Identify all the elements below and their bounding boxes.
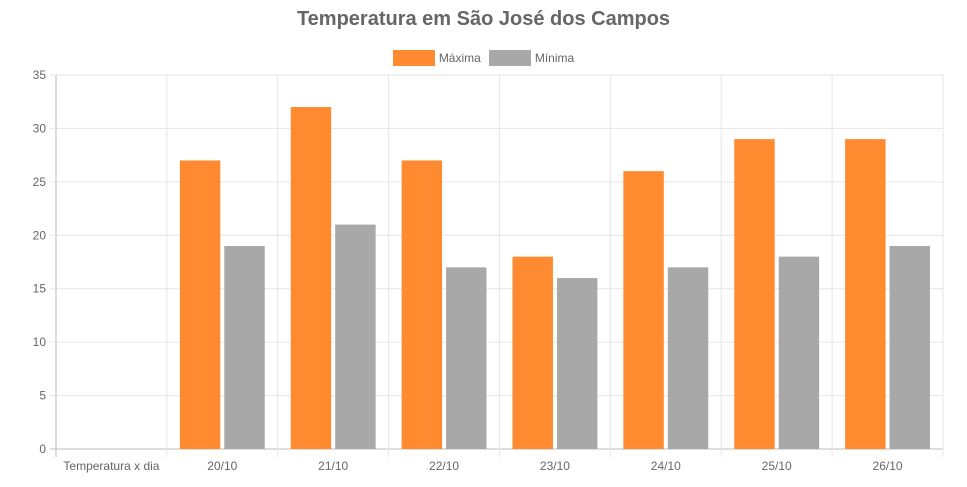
legend-label-minima: Mínima [534,51,575,65]
x-tick-label: 23/10 [540,459,570,473]
bar-maxima [179,160,221,449]
y-tick-label: 15 [33,282,47,296]
x-tick-label: 25/10 [762,459,792,473]
legend-item-minima[interactable]: Mínima [488,50,575,66]
x-tick-label: 22/10 [429,459,459,473]
bar-minima [335,224,376,449]
y-tick-label: 5 [39,389,46,403]
x-tick-label: 20/10 [207,459,237,473]
bar-minima [889,245,930,449]
y-tick-label: 10 [33,335,47,349]
bar-minima [224,245,265,449]
bar-maxima [512,256,553,449]
y-tick-label: 30 [33,121,47,135]
x-tick-label: 24/10 [651,459,681,473]
x-tick-label: 21/10 [318,459,348,473]
bar-maxima [845,139,886,449]
y-tick-label: 25 [33,175,47,189]
bar-maxima [623,171,664,449]
legend-swatch-minima [488,50,531,66]
bar-maxima [734,139,775,449]
bar-minima [778,256,820,449]
y-tick-label: 20 [33,228,47,242]
y-tick-label: 0 [39,442,46,456]
y-tick-label: 35 [33,68,47,82]
bar-minima [667,267,709,449]
x-tick-label: Temperatura x dia [63,459,159,473]
legend-item-maxima[interactable]: Máxima [392,50,481,66]
bar-minima [446,267,487,449]
bar-maxima [290,107,332,450]
x-tick-label: 26/10 [873,459,903,473]
legend-label-maxima: Máxima [438,51,481,65]
legend: Máxima Mínima [0,50,967,66]
bar-maxima [401,160,443,449]
bar-minima [556,278,598,449]
chart-title: Temperatura em São José dos Campos [296,8,671,30]
legend-swatch-maxima [392,50,435,66]
